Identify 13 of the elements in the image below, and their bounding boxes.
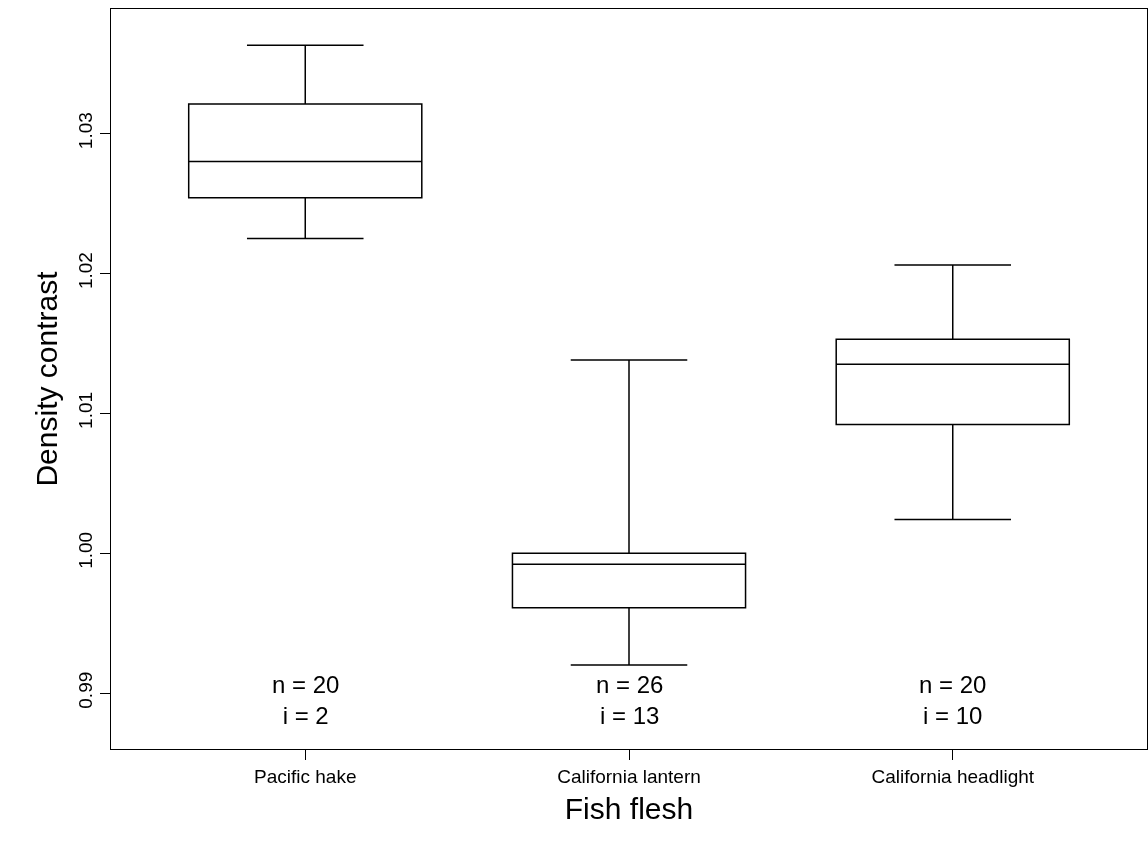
annotation: n = 26 i = 13 (596, 671, 664, 730)
x-axis-title: Fish flesh (564, 792, 694, 826)
y-tick-label: 1.02 (75, 252, 97, 290)
y-tick-label: 1.01 (75, 391, 97, 429)
x-tick-label: California headlight (871, 765, 1035, 787)
y-tick-label: 1.03 (75, 112, 97, 150)
y-tick-label: 0.99 (75, 671, 97, 709)
x-tick-label: Pacific hake (254, 765, 357, 787)
y-tick-label: 1.00 (75, 531, 97, 569)
x-tick-label: California lantern (557, 765, 701, 787)
annotation: n = 20 i = 2 (272, 671, 340, 730)
annotation: n = 20 i = 10 (919, 671, 987, 730)
y-axis-title: Density contrast (30, 270, 64, 487)
